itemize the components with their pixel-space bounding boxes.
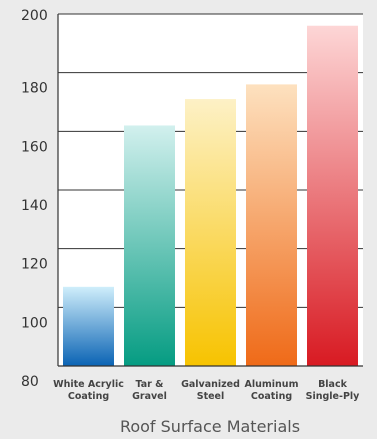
y-tick-label: 140 <box>21 198 48 214</box>
x-axis-title: Roof Surface Materials <box>120 417 300 436</box>
category-label: Aluminum <box>245 379 299 390</box>
bar <box>124 125 175 366</box>
y-tick-label: 200 <box>21 8 48 24</box>
category-label: Gravel <box>132 391 167 402</box>
category-label: Coating <box>251 391 292 402</box>
category-label: Galvanized <box>181 379 240 390</box>
bar <box>246 84 297 367</box>
y-tick-label: 100 <box>21 315 48 331</box>
y-tick-label: 180 <box>21 81 48 97</box>
bar <box>185 99 236 367</box>
y-tick-label: 120 <box>21 257 48 273</box>
category-label: Single-Ply <box>306 391 361 402</box>
category-label: White Acrylic <box>53 379 124 390</box>
y-tick-label: 160 <box>21 139 48 155</box>
category-label: Black <box>318 379 348 390</box>
y-tick-label: 80 <box>21 374 39 390</box>
category-label: Steel <box>197 391 225 402</box>
bars <box>63 25 358 367</box>
y-tick-labels: 80 100 120 140 160 180 200 <box>21 8 48 390</box>
bar <box>63 286 114 366</box>
bar <box>307 25 358 366</box>
category-label: Coating <box>68 391 109 402</box>
category-label: Tar & <box>136 379 164 390</box>
